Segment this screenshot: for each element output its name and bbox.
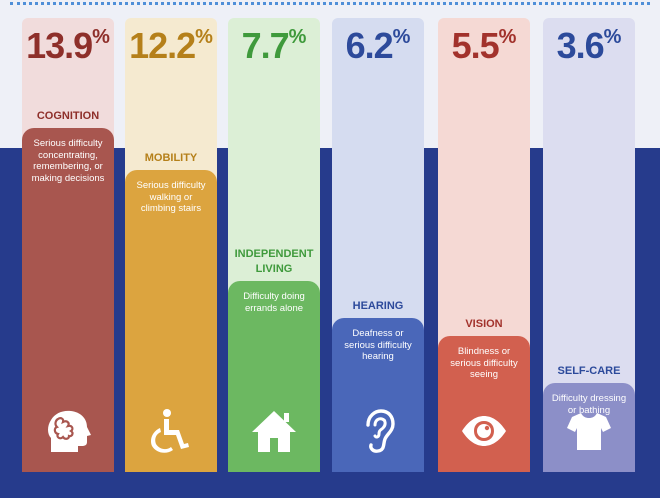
- value-number: 7.7: [242, 25, 289, 66]
- bar-column-vision: 5.5% VISION Blindness or serious difficult…: [438, 18, 530, 472]
- value-unit: %: [393, 26, 411, 48]
- value-unit: %: [604, 26, 622, 48]
- bar-cognition: Serious difficulty concentrating, rememb…: [22, 128, 114, 472]
- value-unit: %: [289, 26, 307, 48]
- bar-description: Serious difficulty concentrating, rememb…: [28, 138, 108, 184]
- bar-column-independent-living: 7.7% INDEPENDENT LIVING Difficulty doing e…: [228, 18, 320, 472]
- value-number: 5.5: [452, 25, 499, 66]
- value-unit: %: [92, 26, 110, 48]
- category-label-vision: VISION: [438, 317, 530, 332]
- bar-description: Deafness or serious difficulty hearing: [338, 328, 418, 363]
- value-label-hearing: 6.2%: [332, 28, 424, 64]
- ear-icon: [355, 408, 401, 454]
- value-number: 12.2: [129, 25, 195, 66]
- bar-column-self-care: 3.6% SELF-CARE Difficulty dressing or bath…: [543, 18, 635, 472]
- category-label-independent-living: INDEPENDENT LIVING: [228, 247, 320, 277]
- wheelchair-icon: [148, 408, 194, 454]
- value-number: 3.6: [557, 25, 604, 66]
- shirt-icon: [566, 408, 612, 454]
- value-unit: %: [195, 26, 213, 48]
- value-number: 13.9: [26, 25, 92, 66]
- bar-self-care: Difficulty dressing or bathing: [543, 383, 635, 472]
- bar-vision: Blindness or serious difficulty seeing: [438, 336, 530, 472]
- brain-head-icon: [45, 408, 91, 454]
- value-label-independent-living: 7.7%: [228, 28, 320, 64]
- category-label-hearing: HEARING: [332, 299, 424, 314]
- bar-column-cognition: 13.9% COGNITION Serious difficulty concent…: [22, 18, 114, 472]
- bar-description: Difficulty doing errands alone: [234, 291, 314, 314]
- category-label-self-care: SELF-CARE: [543, 364, 635, 379]
- bar-mobility: Serious difficulty walking or climbing s…: [125, 170, 217, 472]
- value-label-cognition: 13.9%: [22, 28, 114, 64]
- house-icon: [251, 408, 297, 454]
- bar-description: Serious difficulty walking or climbing s…: [131, 180, 211, 215]
- bar-column-hearing: 6.2% HEARING Deafness or serious difficult…: [332, 18, 424, 472]
- value-label-mobility: 12.2%: [125, 28, 217, 64]
- category-label-mobility: MOBILITY: [125, 151, 217, 166]
- infographic: 13.9% COGNITION Serious difficulty concent…: [0, 0, 660, 498]
- value-label-self-care: 3.6%: [543, 28, 635, 64]
- value-label-vision: 5.5%: [438, 28, 530, 64]
- bar-hearing: Deafness or serious difficulty hearing: [332, 318, 424, 472]
- bar-description: Blindness or serious difficulty seeing: [444, 346, 524, 381]
- bar-column-mobility: 12.2% MOBILITY Serious difficulty walking …: [125, 18, 217, 472]
- eye-icon: [461, 408, 507, 454]
- category-label-cognition: COGNITION: [22, 109, 114, 124]
- value-unit: %: [499, 26, 517, 48]
- bar-independent-living: Difficulty doing errands alone: [228, 281, 320, 472]
- value-number: 6.2: [346, 25, 393, 66]
- top-dotted-divider: [10, 2, 650, 5]
